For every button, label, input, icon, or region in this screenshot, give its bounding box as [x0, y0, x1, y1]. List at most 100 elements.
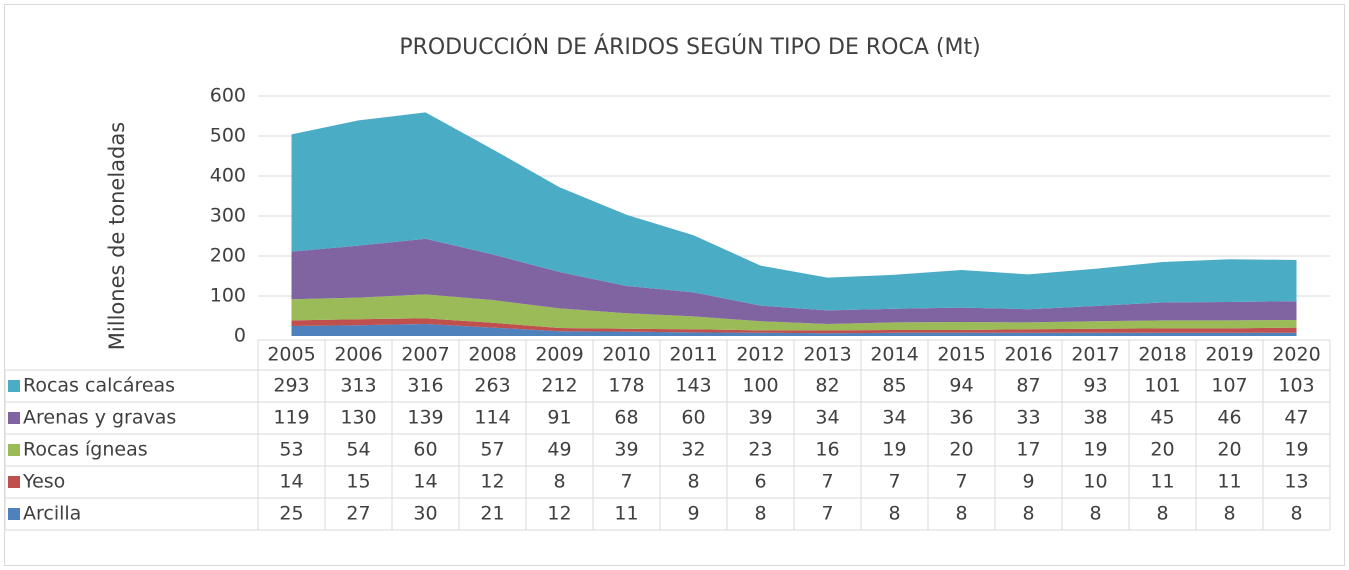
table-cell: 8	[1156, 503, 1168, 525]
table-cell: 23	[748, 439, 772, 461]
y-tick-label: 100	[210, 285, 246, 307]
table-cell: 39	[748, 407, 772, 429]
table-cell: 12	[480, 471, 504, 493]
chart-title: PRODUCCIÓN DE ÁRIDOS SEGÚN TIPO DE ROCA …	[399, 34, 980, 60]
table-cell: 9	[1022, 471, 1034, 493]
area	[291, 112, 1297, 311]
table-cell: 7	[821, 471, 833, 493]
table-cell: 7	[821, 503, 833, 525]
legend-label: Rocas ígneas	[23, 439, 148, 461]
x-tick-label: 2013	[803, 344, 851, 366]
legend-key	[8, 444, 20, 456]
x-tick-label: 2009	[535, 344, 583, 366]
legend-label: Yeso	[22, 471, 65, 493]
table-cell: 11	[1150, 471, 1174, 493]
table-cell: 47	[1284, 407, 1308, 429]
y-tick-label: 400	[210, 165, 246, 187]
table-cell: 49	[547, 439, 571, 461]
table-cell: 54	[346, 439, 370, 461]
x-tick-label: 2006	[334, 344, 382, 366]
legend-key	[8, 412, 20, 424]
table-cell: 19	[1284, 439, 1308, 461]
table-cell: 27	[346, 503, 370, 525]
table-cell: 8	[687, 471, 699, 493]
table-cell: 93	[1083, 375, 1107, 397]
legend-label: Rocas calcáreas	[23, 375, 175, 397]
area	[291, 324, 1297, 336]
x-tick-label: 2007	[401, 344, 449, 366]
y-tick-label: 200	[210, 245, 246, 267]
x-tick-label: 2014	[870, 344, 918, 366]
table-cell: 8	[754, 503, 766, 525]
table-cell: 21	[480, 503, 504, 525]
table-cell: 16	[815, 439, 839, 461]
table-cell: 20	[1150, 439, 1174, 461]
table-cell: 10	[1083, 471, 1107, 493]
table-cell: 316	[407, 375, 443, 397]
table-cell: 19	[882, 439, 906, 461]
legend-key	[8, 476, 20, 488]
table-cell: 8	[955, 503, 967, 525]
table-cell: 34	[882, 407, 906, 429]
table-cell: 25	[279, 503, 303, 525]
table-cell: 12	[547, 503, 571, 525]
table-cell: 9	[687, 503, 699, 525]
table-cell: 107	[1211, 375, 1247, 397]
area	[291, 318, 1297, 334]
legend-label: Arenas y gravas	[23, 407, 176, 429]
table-cell: 34	[815, 407, 839, 429]
table-cell: 60	[413, 439, 437, 461]
table-cell: 11	[614, 503, 638, 525]
table-cell: 103	[1278, 375, 1314, 397]
table-cell: 101	[1144, 375, 1180, 397]
y-tick-label: 600	[210, 85, 246, 107]
table-cell: 8	[1223, 503, 1235, 525]
table-cell: 293	[273, 375, 309, 397]
x-tick-label: 2008	[468, 344, 516, 366]
table-cell: 8	[553, 471, 565, 493]
x-tick-label: 2012	[736, 344, 784, 366]
table-cell: 7	[955, 471, 967, 493]
table-cell: 38	[1083, 407, 1107, 429]
table-cell: 8	[888, 503, 900, 525]
y-tick-label: 500	[210, 125, 246, 147]
y-tick-label: 0	[234, 325, 246, 347]
table-cell: 114	[474, 407, 510, 429]
x-tick-label: 2015	[937, 344, 985, 366]
table-cell: 19	[1083, 439, 1107, 461]
table-cell: 7	[620, 471, 632, 493]
legend-key	[8, 380, 20, 392]
table-cell: 94	[949, 375, 973, 397]
table-cell: 119	[273, 407, 309, 429]
area	[291, 294, 1297, 331]
table-cell: 15	[346, 471, 370, 493]
table-cell: 60	[681, 407, 705, 429]
table-cell: 8	[1089, 503, 1101, 525]
table-cell: 14	[413, 471, 437, 493]
table-cell: 20	[1217, 439, 1241, 461]
table-cell: 46	[1217, 407, 1241, 429]
table-cell: 263	[474, 375, 510, 397]
table-cell: 85	[882, 375, 906, 397]
table-cell: 143	[675, 375, 711, 397]
x-tick-label: 2010	[602, 344, 650, 366]
table-cell: 8	[1022, 503, 1034, 525]
table-cell: 313	[340, 375, 376, 397]
table-cell: 11	[1217, 471, 1241, 493]
table-cell: 100	[742, 375, 778, 397]
legend-label: Arcilla	[23, 503, 81, 525]
table-cell: 57	[480, 439, 504, 461]
table-cell: 6	[754, 471, 766, 493]
legend-key	[8, 508, 20, 520]
table-cell: 139	[407, 407, 443, 429]
x-tick-label: 2019	[1205, 344, 1253, 366]
table-cell: 45	[1150, 407, 1174, 429]
table-cell: 8	[1290, 503, 1302, 525]
x-tick-label: 2017	[1071, 344, 1119, 366]
x-tick-label: 2018	[1138, 344, 1186, 366]
y-tick-label: 300	[210, 205, 246, 227]
table-cell: 39	[614, 439, 638, 461]
table-cell: 91	[547, 407, 571, 429]
table-cell: 32	[681, 439, 705, 461]
